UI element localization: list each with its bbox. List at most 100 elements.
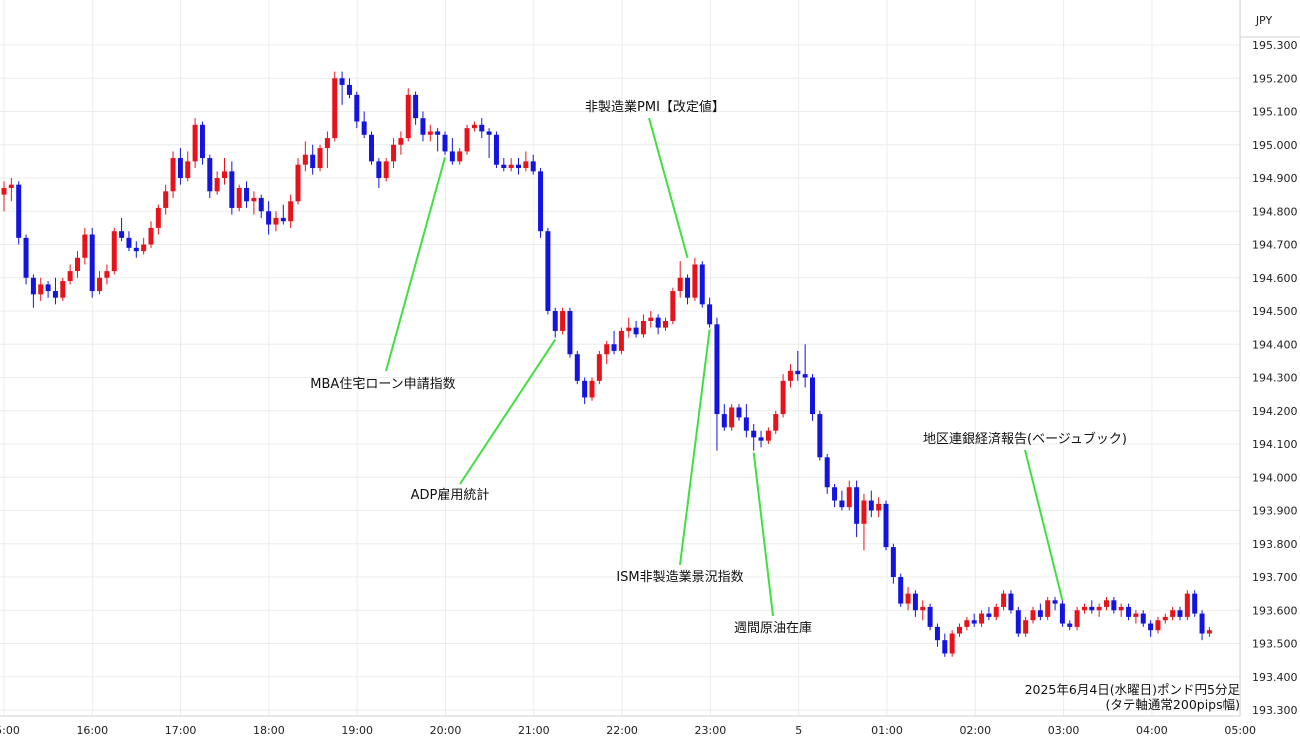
- candle-body: [516, 164, 521, 169]
- candle-body: [795, 370, 801, 375]
- candle-body: [523, 161, 529, 169]
- candle-body: [685, 277, 691, 298]
- candle-body: [596, 354, 602, 381]
- candle-body: [1206, 630, 1212, 634]
- x-tick-label: 23:00: [695, 724, 727, 737]
- candle-body: [104, 271, 110, 278]
- candle-body: [493, 134, 499, 165]
- candle-body: [765, 430, 771, 441]
- candle-body: [707, 304, 713, 325]
- chart-caption-line1: 2025年6月4日(水曜日)ポンド円5分足: [1025, 682, 1241, 697]
- candle-body: [663, 320, 668, 328]
- annotation-label: 週間原油在庫: [734, 621, 812, 636]
- annotation-label: 地区連銀経済報告(ベージュブック): [923, 431, 1127, 447]
- candle-body: [133, 247, 139, 252]
- candle-body: [317, 148, 323, 169]
- y-tick-label: 193.600: [1252, 604, 1298, 617]
- y-tick-label: 193.300: [1252, 704, 1298, 717]
- candle-body: [714, 324, 720, 415]
- x-tick-label: 22:00: [606, 724, 638, 737]
- x-tick-label: 02:00: [959, 724, 991, 737]
- candle-body: [802, 374, 808, 378]
- candle-body: [354, 94, 360, 122]
- candle-body: [905, 593, 911, 604]
- candle-body: [295, 164, 301, 202]
- candle-body: [787, 370, 793, 381]
- candle-body: [611, 344, 617, 351]
- candle-body: [1155, 620, 1161, 631]
- candle-body: [1089, 606, 1095, 611]
- candle-body: [1045, 600, 1051, 617]
- candle-body: [743, 417, 749, 431]
- candle-body: [155, 207, 161, 228]
- candle-body: [1170, 610, 1176, 617]
- candle-body: [8, 184, 14, 188]
- y-tick-label: 194.400: [1252, 338, 1298, 351]
- candle-body: [1074, 610, 1080, 627]
- candle-body: [618, 330, 624, 351]
- candle-body: [979, 613, 985, 624]
- annotation-line: [1024, 449, 1064, 601]
- chart-caption-line2: (タテ軸通常200pips幅): [1106, 697, 1240, 712]
- annotation-label: ISM非製造業景況指数: [616, 569, 743, 585]
- candle-body: [1162, 616, 1168, 621]
- candle-body: [302, 154, 308, 165]
- candle-body: [89, 234, 95, 292]
- candle-body: [1081, 606, 1087, 611]
- candle-body: [1030, 610, 1036, 621]
- annotation-line: [648, 117, 689, 259]
- currency-label: JPY: [1255, 14, 1273, 27]
- candle-body: [420, 118, 426, 135]
- y-tick-label: 195.100: [1252, 106, 1298, 119]
- candle-body: [391, 144, 397, 162]
- x-tick-label: 03:00: [1048, 724, 1080, 737]
- candle-body: [1118, 606, 1124, 611]
- candle-body: [692, 264, 698, 298]
- annotation-line: [385, 157, 446, 372]
- candle-body: [346, 84, 352, 95]
- candle-body: [141, 244, 147, 252]
- candle-body: [244, 187, 250, 202]
- candle-body: [942, 640, 948, 654]
- candle-body: [699, 264, 705, 305]
- x-tick-label: 19:00: [341, 724, 373, 737]
- candle-body: [192, 124, 198, 162]
- candle-body: [16, 184, 22, 238]
- candle-body: [1192, 593, 1198, 614]
- candle-body: [846, 487, 852, 508]
- candle-body: [1052, 600, 1058, 604]
- candle-body: [170, 158, 176, 192]
- candle-layer: [1, 71, 1212, 657]
- candle-body: [773, 414, 779, 431]
- candle-body: [729, 407, 735, 428]
- candle-body: [148, 227, 154, 245]
- candle-body: [508, 164, 514, 169]
- candle-body: [60, 281, 66, 298]
- candle-body: [222, 171, 227, 178]
- y-tick-label: 194.900: [1252, 172, 1298, 185]
- candle-body: [898, 577, 904, 604]
- candle-body: [310, 154, 316, 169]
- candle-body: [1111, 600, 1117, 611]
- y-tick-label: 194.600: [1252, 272, 1298, 285]
- candle-body: [552, 311, 558, 331]
- candle-body: [214, 178, 220, 192]
- candle-body: [23, 237, 29, 278]
- annotation-label: ADP雇用統計: [411, 487, 490, 503]
- candle-body: [934, 626, 940, 641]
- candle-body: [1059, 603, 1065, 624]
- x-tick-label: 20:00: [430, 724, 462, 737]
- candle-body: [486, 131, 492, 135]
- candle-body: [920, 606, 926, 611]
- candle-body: [949, 633, 955, 654]
- candle-body: [67, 271, 73, 282]
- candle-body: [111, 231, 117, 272]
- candle-body: [251, 197, 257, 202]
- candle-body: [655, 317, 661, 328]
- candle-body: [993, 606, 999, 617]
- candle-body: [957, 626, 962, 634]
- candle-body: [986, 613, 992, 617]
- candle-body: [427, 131, 433, 135]
- candle-body: [119, 231, 125, 238]
